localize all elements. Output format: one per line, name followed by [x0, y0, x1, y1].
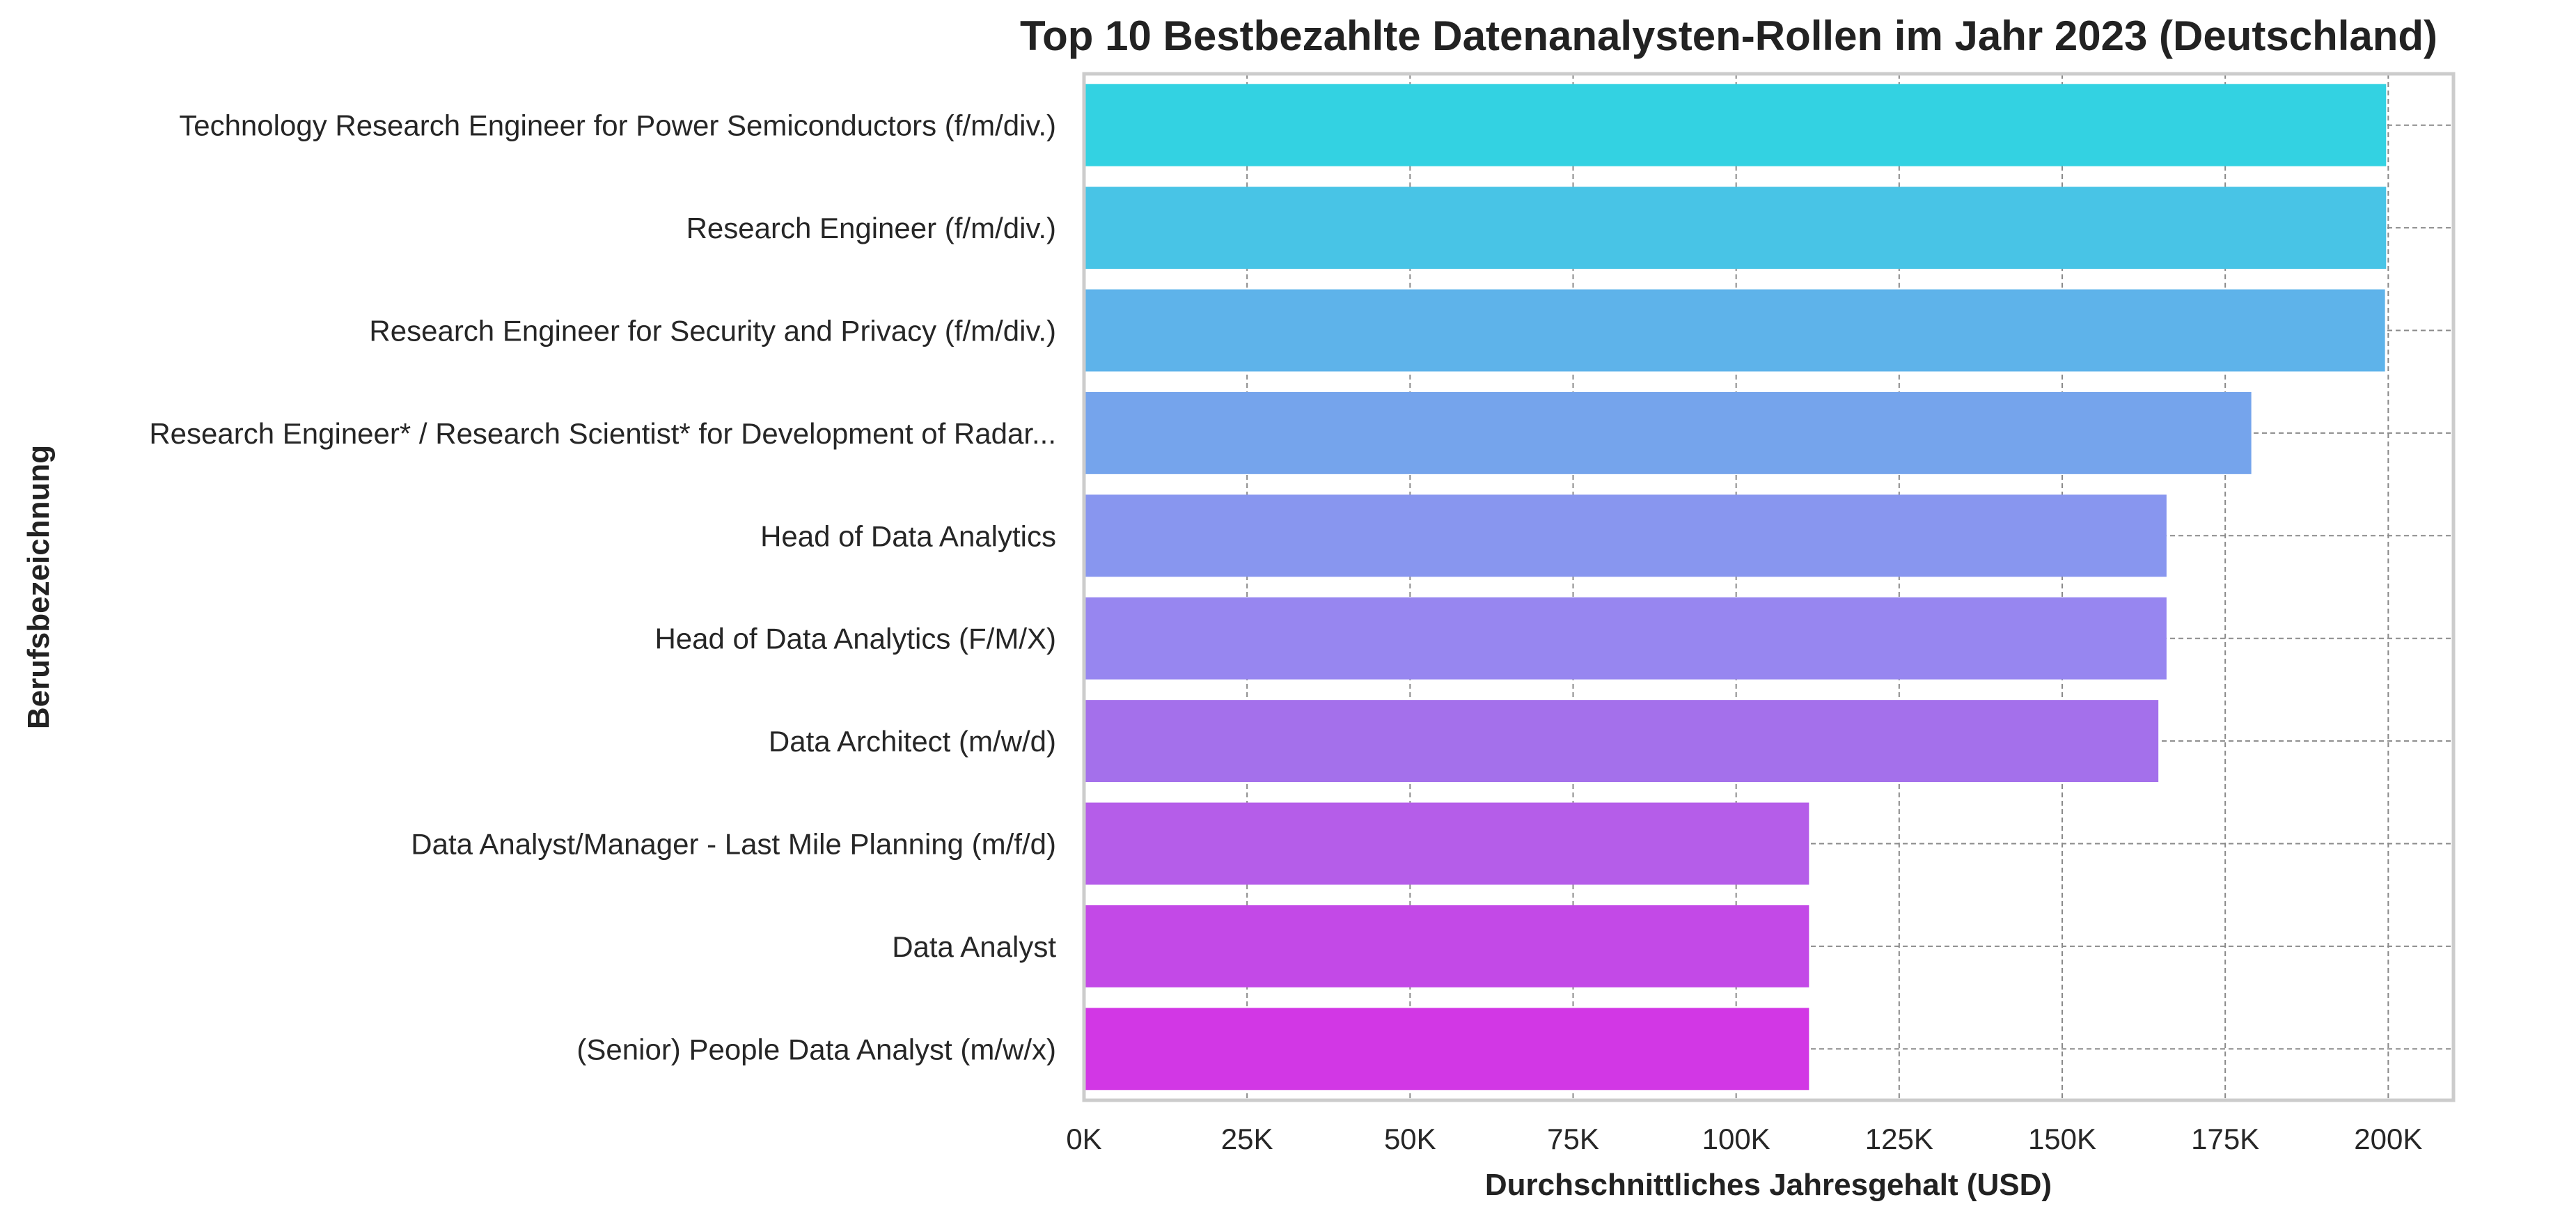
- y-tick-label: Head of Data Analytics (F/M/X): [654, 623, 1056, 655]
- x-tick-label: 100K: [1702, 1123, 1770, 1155]
- x-axis-label: Durchschnittliches Jahresgehalt (USD): [1485, 1168, 2052, 1202]
- y-tick-label: Research Engineer* / Research Scientist*…: [149, 417, 1056, 450]
- x-tick-label: 175K: [2191, 1123, 2259, 1155]
- bar: [1084, 700, 2159, 783]
- x-tick-label: 125K: [1865, 1123, 1933, 1155]
- x-tick-label: 150K: [2028, 1123, 2096, 1155]
- plot-area-frame: [1082, 72, 2456, 1102]
- y-tick-label: (Senior) People Data Analyst (m/w/x): [576, 1033, 1056, 1065]
- x-tick-label: 0K: [1066, 1123, 1101, 1155]
- x-tick-label: 75K: [1547, 1123, 1599, 1155]
- y-tick-label: Head of Data Analytics: [760, 519, 1056, 552]
- bar: [1084, 802, 1809, 885]
- bar: [1084, 84, 2387, 166]
- x-tick-labels: 0K 25K 50K 75K 100K 125K 150K 175K 200K: [1066, 1123, 2422, 1155]
- bar: [1084, 905, 1809, 987]
- x-tick-label: 50K: [1384, 1123, 1436, 1155]
- y-axis-label: Berufsbezeichnung: [22, 445, 56, 729]
- y-tick-label: Data Architect (m/w/d): [769, 725, 1056, 758]
- y-tick-label: Technology Research Engineer for Power S…: [179, 109, 1056, 142]
- y-tick-labels: Technology Research Engineer for Power S…: [149, 109, 1056, 1066]
- bar: [1084, 597, 2167, 680]
- bar: [1084, 289, 2385, 372]
- bar: [1084, 187, 2387, 269]
- y-tick-label: Research Engineer (f/m/div.): [686, 212, 1056, 244]
- y-tick-label: Data Analyst/Manager - Last Mile Plannin…: [411, 828, 1056, 861]
- bar: [1084, 1008, 1809, 1091]
- chart-title: Top 10 Bestbezahlte Datenanalysten-Rolle…: [1020, 13, 2437, 59]
- x-tick-label: 200K: [2354, 1123, 2422, 1155]
- bar: [1084, 494, 2167, 577]
- bar: [1084, 391, 2252, 474]
- y-tick-label: Research Engineer for Security and Priva…: [369, 315, 1056, 347]
- y-tick-label: Data Analyst: [892, 930, 1056, 963]
- x-tick-label: 25K: [1221, 1123, 1273, 1155]
- bars: [1084, 84, 2387, 1091]
